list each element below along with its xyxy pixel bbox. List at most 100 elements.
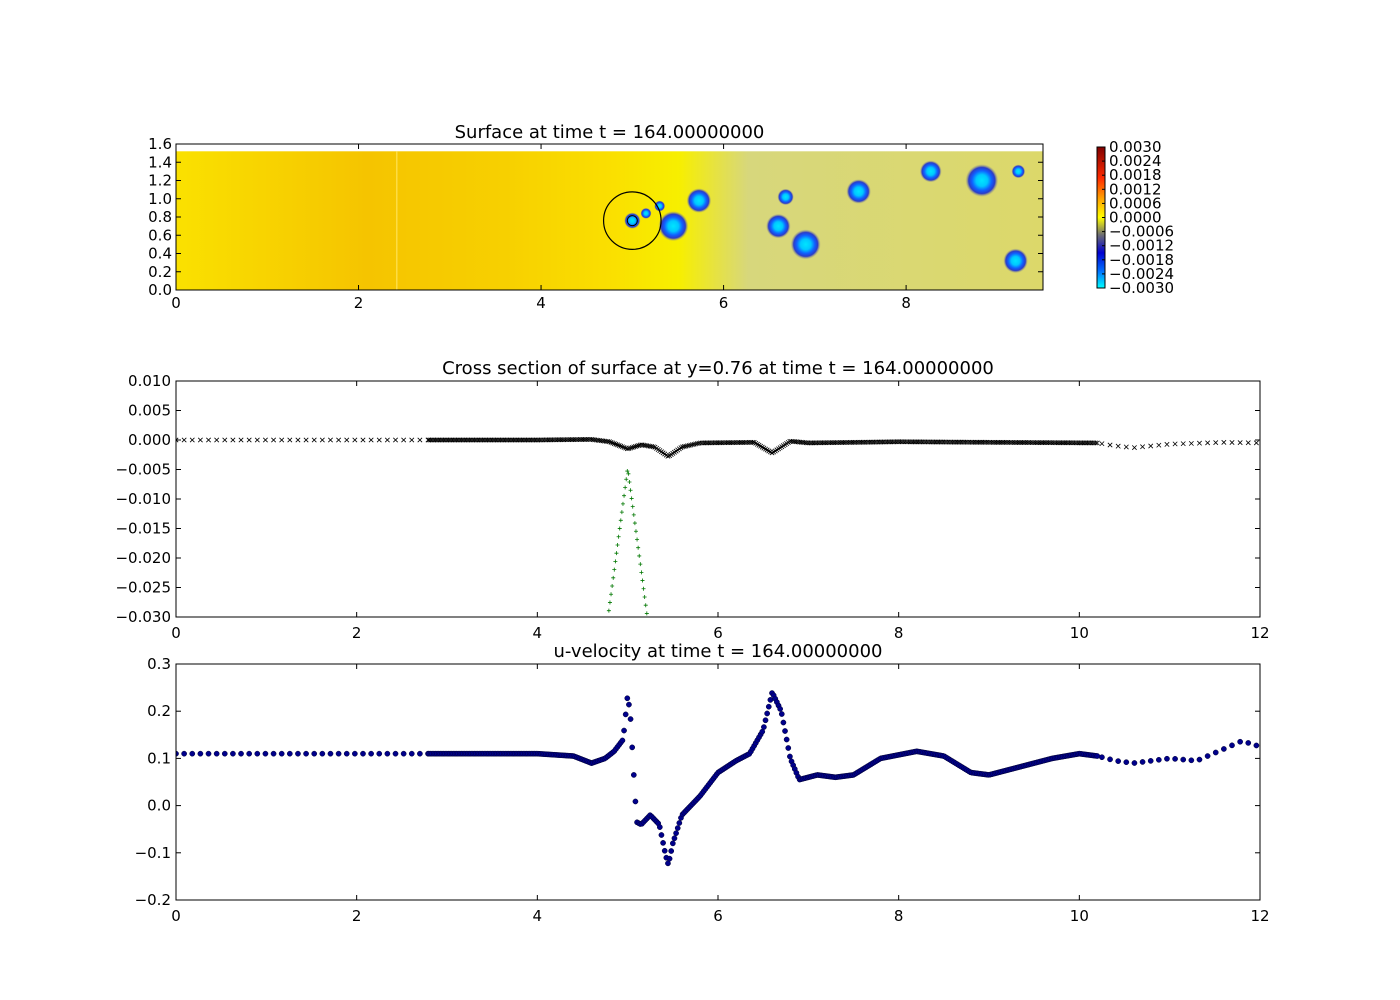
bed-point <box>641 586 646 591</box>
velocity-point <box>761 724 767 730</box>
y-tick-label: 1.6 <box>148 135 172 153</box>
velocity-point <box>335 750 342 757</box>
surface-point <box>352 437 358 443</box>
bed-point <box>613 559 618 564</box>
bed-point <box>640 578 645 583</box>
u-velocity-plot: 0 2 4 6 8 10 12 0.3 0.2 0.1 0.0 −0.1 −0.2 u-velocity … <box>135 641 1270 925</box>
surface-depression <box>766 213 791 239</box>
surface-depression <box>1011 164 1026 179</box>
surface-point <box>368 437 374 443</box>
velocity-point <box>343 750 350 757</box>
surface-point <box>611 441 617 447</box>
velocity-point <box>787 753 793 760</box>
surface-depression <box>790 229 821 260</box>
bed-point <box>619 510 624 515</box>
bed-point <box>620 501 625 506</box>
y-tick-label: −0.1 <box>135 844 171 862</box>
surface-point <box>197 437 203 443</box>
x-tick-label: 6 <box>713 624 723 642</box>
velocity-point <box>676 820 683 826</box>
colorbar-tick-label: 0.0006 <box>1109 194 1162 212</box>
velocity-point <box>213 750 220 757</box>
velocity-point <box>408 750 415 757</box>
surface-point <box>1221 439 1227 445</box>
velocity-point <box>629 744 636 751</box>
x-tick-label: 0 <box>171 907 181 925</box>
velocity-point <box>632 798 639 805</box>
bed-point <box>643 603 648 608</box>
surface-point <box>311 437 317 443</box>
surface-point <box>616 443 622 449</box>
surface-point <box>1093 440 1099 446</box>
surface-point <box>376 437 382 443</box>
velocity-point <box>368 750 374 757</box>
bed-point <box>610 584 615 589</box>
surface-point <box>279 437 285 443</box>
velocity-point <box>780 719 787 726</box>
bed-point <box>617 526 622 531</box>
x-tick-label: 8 <box>894 624 904 642</box>
velocity-point <box>278 750 285 757</box>
velocity-point <box>181 750 187 757</box>
surface-series <box>176 436 1259 459</box>
x-tick-label: 6 <box>719 294 729 312</box>
bed-point <box>639 570 644 575</box>
surface-point <box>650 444 656 450</box>
y-tick-label: −0.010 <box>115 490 171 508</box>
surface-point <box>181 437 187 443</box>
surface-point <box>615 442 621 448</box>
panel-title: Cross section of surface at y=0.76 at ti… <box>442 358 994 379</box>
surface-point <box>1148 443 1154 449</box>
surface-point <box>1099 441 1105 447</box>
velocity-point <box>238 750 244 757</box>
surface-depression <box>846 179 871 204</box>
velocity-point <box>630 772 637 778</box>
bed-point <box>635 537 640 542</box>
cross-section-plot: 0 2 4 6 8 10 12 0.010 0.005 0.000 −0.005 −0.010 −0.0… <box>115 358 1269 642</box>
surface-depression <box>777 188 794 206</box>
velocity-point <box>1221 746 1227 752</box>
surface-point <box>1123 444 1129 450</box>
velocity-point <box>1131 760 1138 766</box>
surface-point <box>344 437 350 443</box>
velocity-point <box>311 750 318 757</box>
bed-point <box>618 518 623 523</box>
velocity-point <box>360 750 366 757</box>
y-tick-label: −0.030 <box>115 608 171 626</box>
velocity-point <box>778 711 785 717</box>
bed-point <box>642 594 647 599</box>
surface-point <box>606 439 612 445</box>
surface-point <box>1253 440 1259 446</box>
velocity-point <box>767 697 774 703</box>
surface-point <box>628 445 634 451</box>
surface-point <box>206 437 212 443</box>
surface-point <box>303 437 309 443</box>
surface-point <box>629 444 635 450</box>
surface-point <box>230 437 236 443</box>
surface-point <box>618 443 624 449</box>
x-tick-label: 8 <box>894 907 904 925</box>
x-tick-label: 4 <box>536 294 546 312</box>
velocity-point <box>262 750 269 757</box>
surface-point <box>271 437 277 443</box>
surface-point <box>401 437 407 443</box>
surface-point <box>336 437 342 443</box>
surface-point <box>1115 443 1121 449</box>
surface-point <box>246 437 252 443</box>
velocity-point <box>668 848 675 854</box>
bed-point <box>626 471 631 476</box>
velocity-point <box>1139 759 1146 765</box>
bed-point <box>614 551 619 556</box>
velocity-point <box>665 860 671 867</box>
y-tick-label: 0.1 <box>147 749 171 767</box>
surface-point <box>1180 441 1186 447</box>
velocity-point <box>1196 756 1203 763</box>
velocity-point <box>1155 756 1162 763</box>
surface-point <box>393 437 398 443</box>
velocity-point <box>660 840 666 846</box>
surface-point <box>1237 440 1243 446</box>
colorbar-tick-label: 0.0000 <box>1109 209 1162 227</box>
velocity-point <box>1237 738 1243 745</box>
surface-point <box>1188 440 1194 446</box>
surface-point <box>1245 440 1251 446</box>
